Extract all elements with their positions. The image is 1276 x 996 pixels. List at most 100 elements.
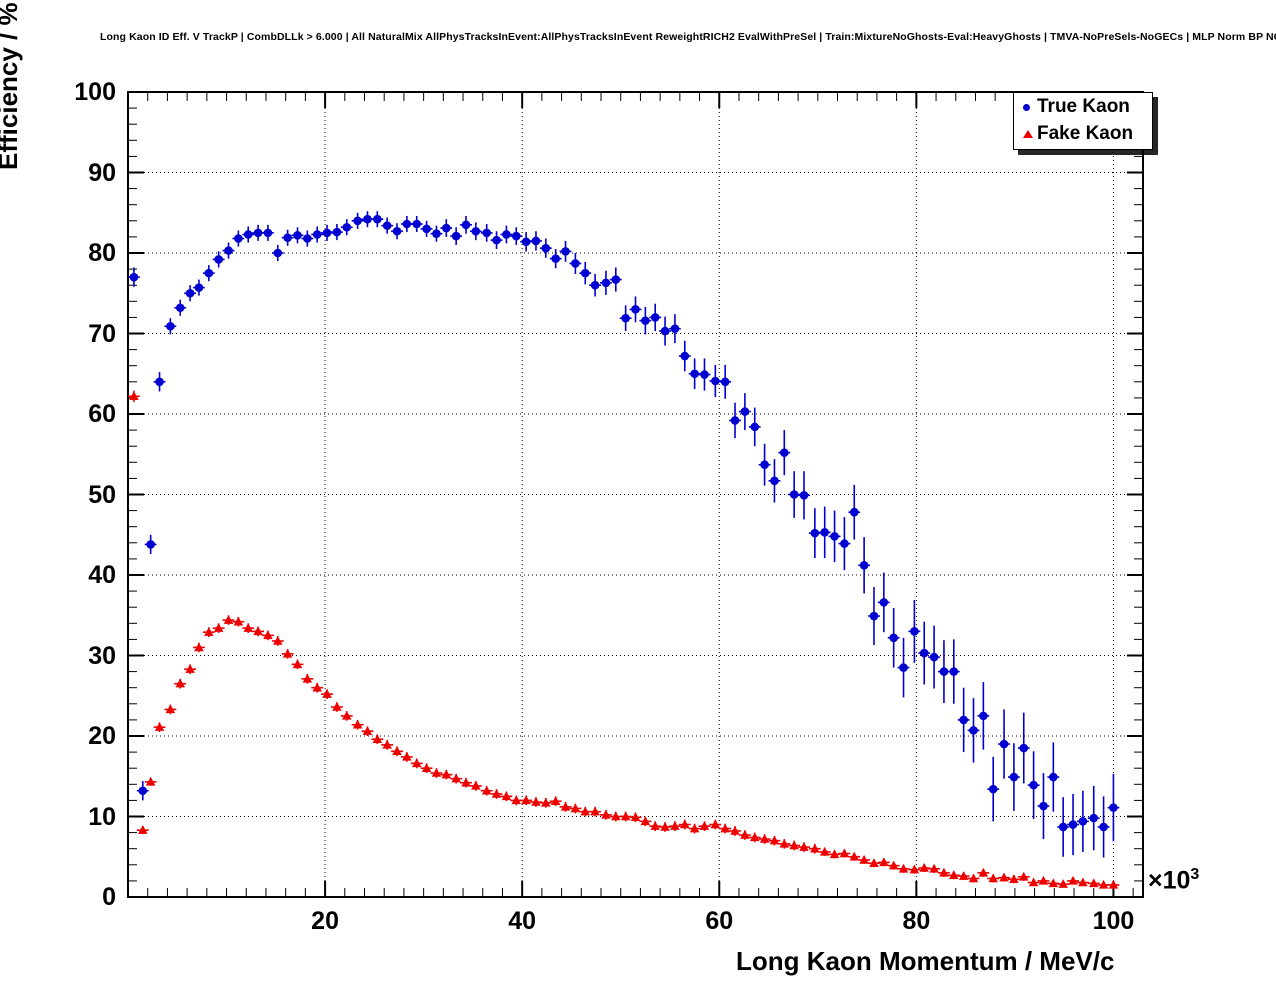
data-point (1098, 879, 1109, 889)
data-point (879, 857, 889, 867)
data-point (700, 370, 709, 379)
y-tick-label: 80 (88, 239, 116, 267)
data-point (949, 667, 959, 676)
data-point (750, 422, 760, 432)
data-point (1109, 803, 1118, 812)
data-point (1058, 822, 1068, 832)
data-point (185, 664, 195, 673)
data-point (1048, 878, 1059, 888)
data-point (223, 615, 234, 624)
data-point (888, 860, 899, 870)
gridlines (128, 91, 1143, 897)
y-tick-label: 30 (88, 641, 116, 670)
data-point (929, 652, 939, 662)
data-point (939, 667, 949, 676)
legend: True Kaon Fake Kaon (1013, 92, 1153, 150)
data-point (711, 376, 720, 386)
data-point (521, 795, 531, 805)
y-tick-label: 0 (102, 883, 116, 911)
data-point (204, 268, 214, 278)
series-fake-kaon (128, 390, 1120, 889)
y-tick-label: 60 (88, 400, 116, 428)
data-point (1068, 820, 1078, 829)
data-point (392, 746, 402, 756)
data-point (730, 416, 740, 425)
data-point (492, 235, 501, 245)
data-point (929, 863, 939, 873)
data-point (699, 821, 710, 830)
data-point (382, 221, 392, 230)
data-point (710, 819, 721, 829)
data-point (303, 234, 312, 243)
data-point (421, 763, 432, 772)
data-point (1009, 772, 1019, 782)
data-point (660, 326, 670, 336)
data-point (1078, 877, 1088, 887)
data-point (155, 377, 164, 387)
data-point (949, 870, 959, 880)
exponent-power: 3 (1190, 866, 1200, 883)
y-tick-label: 40 (88, 561, 116, 589)
data-point (560, 801, 571, 811)
data-point (910, 627, 919, 636)
data-point (869, 858, 879, 867)
data-point (810, 843, 820, 853)
data-point (332, 227, 342, 237)
y-tick-label: 100 (74, 78, 116, 106)
data-point (511, 795, 522, 805)
data-point (273, 248, 283, 258)
data-point (958, 871, 969, 880)
data-point (969, 726, 978, 735)
data-point (631, 305, 640, 314)
data-point (194, 642, 204, 652)
data-point (263, 630, 273, 640)
data-point (431, 768, 442, 777)
triangle-marker-icon (1020, 126, 1036, 142)
data-point (253, 228, 263, 238)
data-point (233, 616, 244, 626)
data-point (830, 532, 839, 541)
data-point (402, 751, 412, 761)
data-point (839, 848, 850, 858)
plot-title: Long Kaon ID Eff. V TrackP | CombDLLk > … (100, 31, 1276, 43)
legend-entry-true-kaon: True Kaon (1014, 93, 1152, 120)
data-point (243, 230, 253, 239)
data-point (1029, 780, 1038, 790)
data-point (640, 816, 651, 826)
data-point (621, 313, 630, 323)
data-point (641, 316, 650, 325)
data-point (740, 407, 750, 416)
data-point (531, 236, 541, 246)
data-point (1039, 801, 1048, 811)
data-point (968, 873, 979, 883)
data-point (869, 611, 879, 621)
data-point (422, 224, 431, 234)
data-point (342, 710, 352, 720)
data-point (481, 785, 492, 795)
data-point (820, 528, 830, 537)
data-point (789, 490, 799, 499)
data-point (185, 288, 195, 298)
data-point (670, 324, 680, 333)
data-point (292, 659, 303, 669)
data-point (650, 313, 660, 322)
data-point (432, 229, 441, 238)
data-point (243, 623, 253, 632)
data-point (214, 255, 223, 264)
x-tick-label: 20 (311, 907, 339, 935)
data-point (720, 377, 730, 387)
data-point (601, 809, 611, 819)
data-point (979, 711, 988, 721)
data-point (749, 832, 760, 842)
data-point (988, 873, 998, 883)
data-point (849, 507, 859, 517)
data-point (312, 682, 322, 692)
data-point (859, 854, 869, 864)
data-point (353, 216, 362, 226)
data-point (482, 228, 491, 238)
data-point (412, 219, 422, 229)
data-point (740, 830, 750, 839)
data-point (561, 247, 570, 256)
data-point (611, 811, 621, 821)
